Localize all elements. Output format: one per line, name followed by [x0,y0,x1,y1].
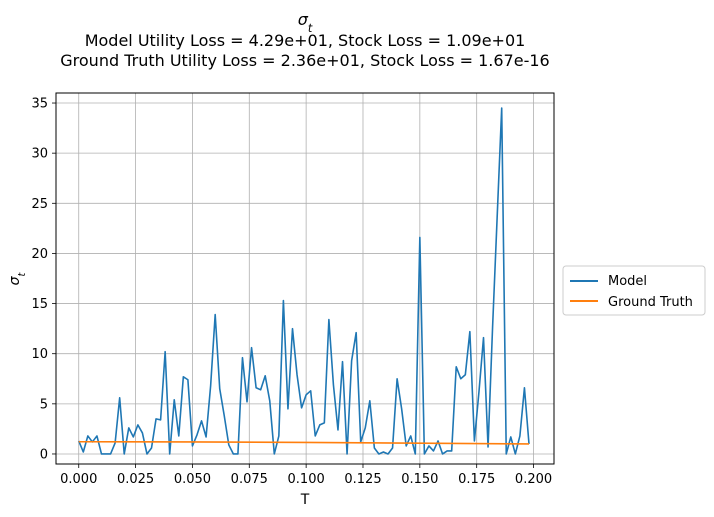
y-tick-label: 25 [31,197,48,212]
y-tick-label: 30 [31,147,48,162]
x-tick-label: 0.150 [401,472,438,487]
series-layer [78,107,530,455]
series-line-model [78,107,530,455]
x-tick-label: 0.075 [231,472,268,487]
chart-subtitle-line-2: Ground Truth Utility Loss = 2.36e+01, St… [60,51,549,70]
y-tick-label: 5 [40,397,48,412]
plot-frame [55,92,555,465]
legend-box [562,265,706,316]
y-tick-label: 15 [31,297,48,312]
y-axis-label: σt [7,271,28,285]
x-axis-label: T [300,492,310,508]
x-tick-label: 0.200 [515,472,552,487]
x-tick-label: 0.025 [117,472,154,487]
ticks: 0.000 0.025 0.050 0.075 0.100 0.125 0.150 0.175… [31,97,552,487]
legend-label-model: Model [608,274,647,289]
x-tick-label: 0.000 [60,472,97,487]
x-tick-label: 0.100 [288,472,325,487]
y-tick-label: 0 [40,447,48,462]
y-tick-label: 10 [31,347,48,362]
x-tick-label: 0.175 [458,472,495,487]
legend-label-ground-truth: Ground Truth [608,295,693,310]
y-tick-label: 20 [31,247,48,262]
chart-subtitle-line-1: Model Utility Loss = 4.29e+01, Stock Los… [85,31,526,50]
plot-area [56,93,554,464]
y-tick-label: 35 [31,97,48,112]
x-tick-label: 0.050 [174,472,211,487]
series-line-ground-truth [78,440,529,445]
legend: Model Ground Truth [562,265,706,316]
x-tick-label: 0.125 [344,472,381,487]
